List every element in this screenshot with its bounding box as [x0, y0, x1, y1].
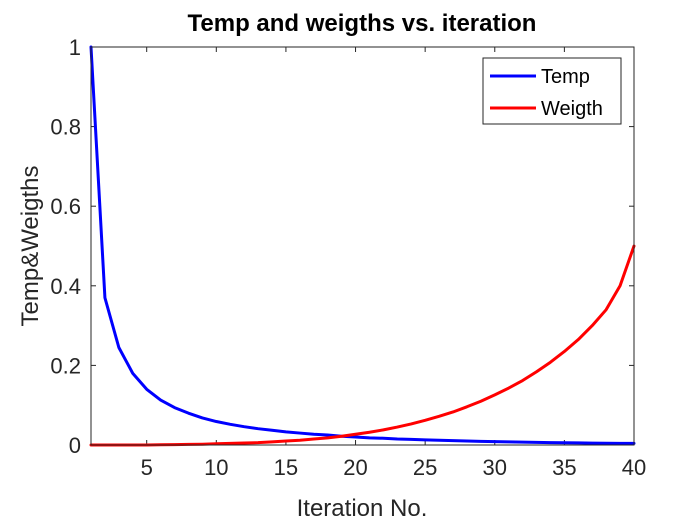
x-tick-label: 35: [552, 455, 576, 480]
series-line-temp: [89, 45, 636, 445]
x-tick-label: 5: [141, 455, 153, 480]
y-tick-label: 0: [69, 433, 81, 458]
x-tick-label: 40: [622, 455, 646, 480]
x-tick-label: 10: [204, 455, 228, 480]
y-tick-label: 0.2: [50, 353, 81, 378]
y-tick-label: 1: [69, 35, 81, 60]
legend-label-weigth: Weigth: [541, 98, 603, 120]
x-axis-label: Iteration No.: [297, 495, 428, 522]
x-tick-label: 30: [483, 455, 507, 480]
axis-ticks: 5 10 15 20 25 30 35 40 0 0.2 0.4 0.6 0.8 1: [50, 35, 646, 480]
y-tick-label: 0.6: [50, 194, 81, 219]
chart-title: Temp and weigths vs. iteration: [188, 10, 537, 37]
x-tick-label: 25: [413, 455, 437, 480]
x-tick-label: 20: [343, 455, 367, 480]
x-tick-label: 15: [274, 455, 298, 480]
legend: Temp Weigth: [482, 57, 622, 125]
legend-label-temp: Temp: [541, 66, 590, 88]
y-tick-label: 0.8: [50, 115, 81, 140]
plot-frame: [90, 46, 635, 446]
y-axis-label: Temp&Weigths: [17, 166, 44, 327]
y-tick-label: 0.4: [50, 274, 81, 299]
legend-box: [482, 57, 622, 125]
